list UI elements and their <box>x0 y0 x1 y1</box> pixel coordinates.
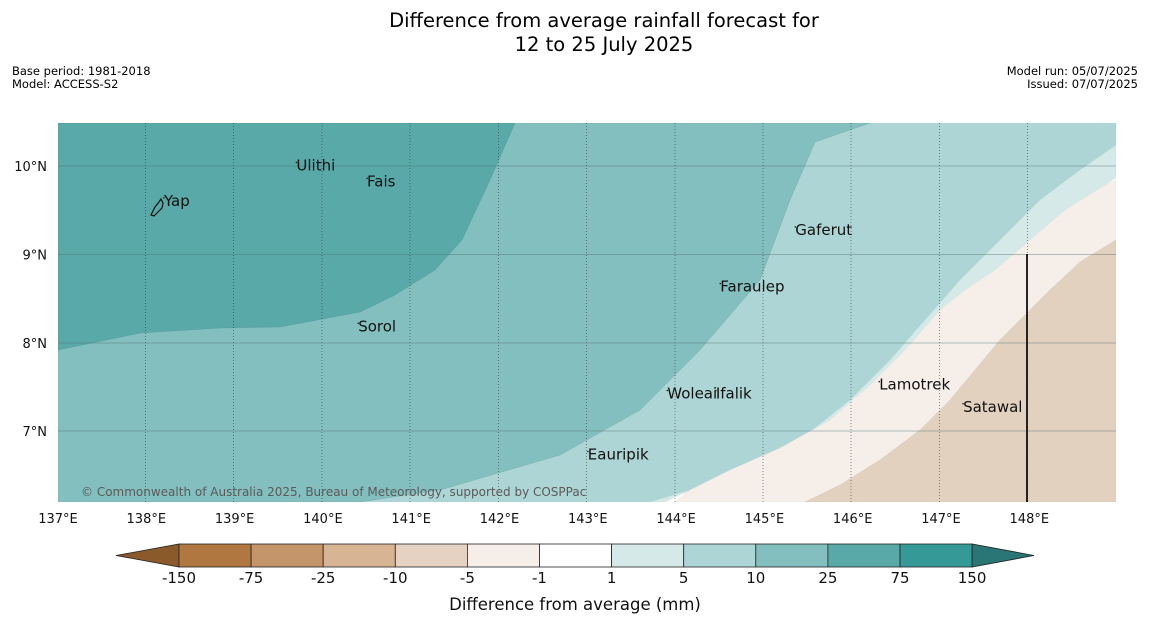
band-25-75 <box>58 123 516 351</box>
colorbar-swatch <box>322 543 396 568</box>
base-period-text: Base period: 1981-2018 <box>12 64 151 78</box>
x-tick-label: 148°E <box>1010 512 1050 527</box>
copyright-text: © Commonwealth of Australia 2025, Bureau… <box>81 485 586 499</box>
x-tick-label: 141°E <box>391 512 431 527</box>
colorbar-swatch <box>250 543 324 568</box>
place-marker-yap <box>163 196 165 199</box>
colorbar-tick-label: -1 <box>532 569 547 587</box>
place-marker-satawal <box>962 402 964 405</box>
colorbar-tick-label: -75 <box>239 569 264 587</box>
y-tick-label: 10°N <box>14 160 47 175</box>
colorbar-swatch <box>827 543 901 568</box>
map-panel: Yap Ulithi Fais Gaferut Faraulep Sorol Lamotre… <box>58 123 1116 502</box>
colorbar-tick-label: -10 <box>383 569 408 587</box>
band-minus10-minus5 <box>804 239 1116 502</box>
place-labels: Yap Ulithi Fais Gaferut Faraulep Sorol Lamotre… <box>163 156 1023 463</box>
colorbar-tick-label: 150 <box>958 569 987 587</box>
place-label-eauripik: Eauripik <box>588 445 649 463</box>
x-tick-label: 137°E <box>38 512 78 527</box>
x-tick-label: 143°E <box>568 512 608 527</box>
place-label-faraulep: Faraulep <box>720 278 784 296</box>
place-label-satawal: Satawal <box>963 398 1022 416</box>
colorbar-tick-label: 1 <box>607 569 617 587</box>
colorbar-tick-label: -25 <box>311 569 336 587</box>
colorbar-tick-label: -150 <box>162 569 196 587</box>
colorbar-extend-low <box>115 543 180 568</box>
place-label-ifalik: Ifalik <box>716 384 752 402</box>
place-label-sorol: Sorol <box>358 317 396 335</box>
y-tick-label: 9°N <box>23 248 48 263</box>
place-marker-gaferut <box>794 226 797 228</box>
colorbar-swatch <box>755 543 829 568</box>
y-axis-ticks: 10°N 9°N 8°N 7°N <box>14 160 47 440</box>
colorbar-swatch <box>394 543 468 568</box>
colorbar-tick-label: -5 <box>460 569 475 587</box>
x-tick-label: 142°E <box>480 512 520 527</box>
place-marker-ifalik <box>715 389 717 392</box>
colorbar-swatch <box>899 543 973 568</box>
place-marker-eauripik <box>587 450 589 453</box>
place-marker-ulithi <box>295 161 298 164</box>
colorbar-swatch <box>539 543 612 568</box>
meta-left: Base period: 1981-2018 Model: ACCESS-S2 <box>12 65 151 91</box>
place-label-yap: Yap <box>163 192 190 210</box>
colorbar-swatch <box>466 543 540 568</box>
x-tick-label: 146°E <box>833 512 873 527</box>
place-marker-sorol <box>357 322 360 325</box>
title-line-1: Difference from average rainfall forecas… <box>389 9 819 32</box>
meta-right: Model run: 05/07/2025 Issued: 07/07/2025 <box>1007 65 1138 91</box>
colorbar-swatch <box>611 543 685 568</box>
place-label-ulithi: Ulithi <box>296 156 335 174</box>
place-label-gaferut: Gaferut <box>795 221 852 239</box>
x-tick-label: 140°E <box>303 512 343 527</box>
place-marker-fais <box>366 177 368 180</box>
chart-title: Difference from average rainfall forecas… <box>0 9 1150 57</box>
model-text: Model: ACCESS-S2 <box>12 77 119 91</box>
place-marker-lamotrek <box>878 380 880 383</box>
x-tick-label: 147°E <box>921 512 961 527</box>
place-label-woleai: Woleai <box>667 384 717 402</box>
place-marker-woleai <box>666 389 669 392</box>
colorbar-tick-label: 75 <box>890 569 909 587</box>
map-lat-gridlines <box>58 165 1116 432</box>
colorbar-tick-label: 10 <box>746 569 765 587</box>
y-tick-label: 8°N <box>23 337 48 352</box>
place-label-fais: Fais <box>367 172 396 190</box>
colorbar-tick-label: 5 <box>679 569 689 587</box>
model-run-text: Model run: 05/07/2025 <box>1006 64 1138 78</box>
yap-island-shape <box>150 197 164 217</box>
colorbar-extend-high <box>971 543 1035 568</box>
place-label-lamotrek: Lamotrek <box>879 376 950 394</box>
x-tick-label: 144°E <box>656 512 696 527</box>
colorbar-label: Difference from average (mm) <box>449 595 701 614</box>
x-tick-label: 138°E <box>127 512 167 527</box>
colorbar-swatch <box>683 543 757 568</box>
y-tick-label: 7°N <box>23 425 48 440</box>
x-tick-label: 145°E <box>745 512 785 527</box>
colorbar: -150 -75 -25 -10 -5 -1 1 5 10 25 75 150 <box>115 543 1035 587</box>
colorbar-tick-label: 25 <box>818 569 837 587</box>
issued-text: Issued: 07/07/2025 <box>1027 77 1138 91</box>
place-marker-faraulep <box>719 282 722 285</box>
x-axis-ticks: 137°E 138°E 139°E 140°E 141°E 142°E 143°E 144°E… <box>38 512 1049 527</box>
x-tick-label: 139°E <box>215 512 255 527</box>
colorbar-swatch <box>178 543 252 568</box>
title-line-2: 12 to 25 July 2025 <box>514 33 694 56</box>
